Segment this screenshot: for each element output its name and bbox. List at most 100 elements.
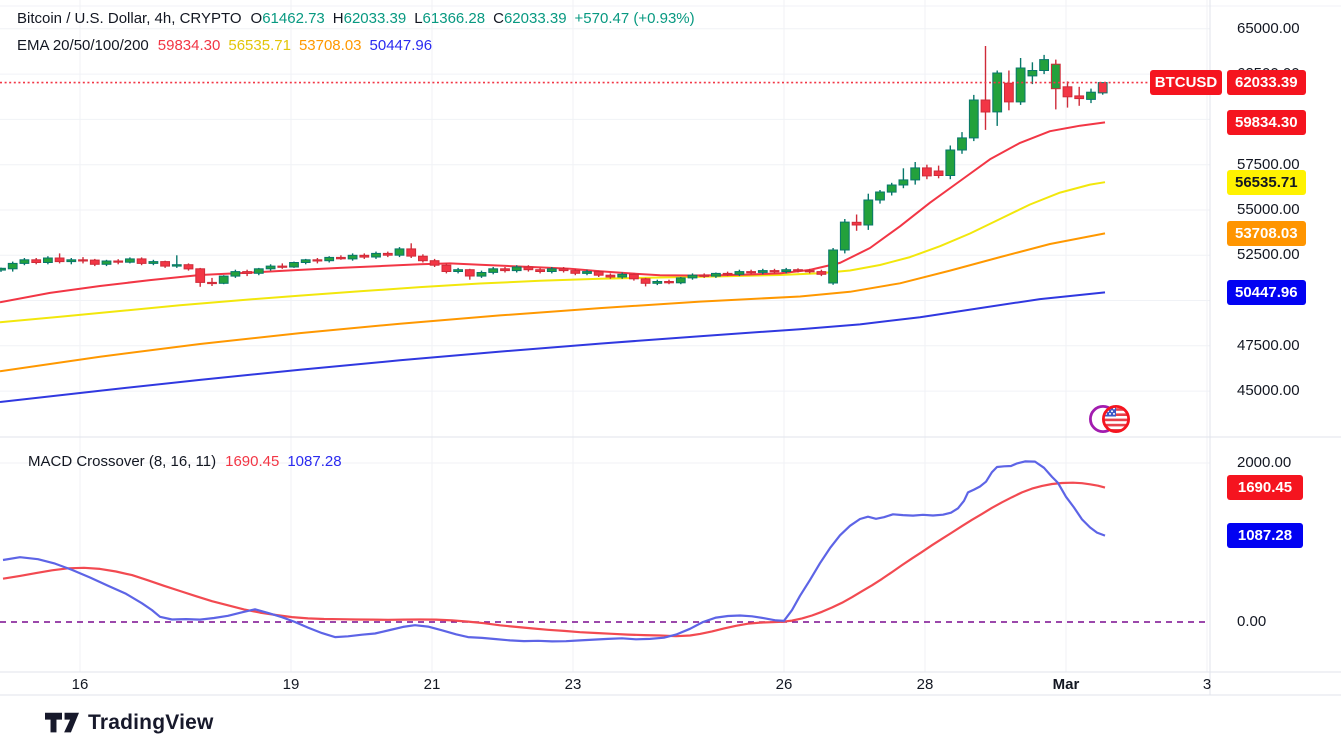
candle[interactable] bbox=[1086, 91, 1096, 100]
candle[interactable] bbox=[640, 278, 651, 284]
candle[interactable] bbox=[277, 265, 288, 268]
candle[interactable] bbox=[78, 259, 88, 262]
candle[interactable] bbox=[230, 271, 241, 277]
candle[interactable] bbox=[593, 271, 604, 276]
candle[interactable] bbox=[757, 270, 768, 273]
candle[interactable] bbox=[664, 281, 674, 284]
candle[interactable] bbox=[699, 274, 710, 277]
candle[interactable] bbox=[851, 221, 862, 226]
macd-line[interactable] bbox=[2, 460, 1106, 643]
candle[interactable] bbox=[7, 262, 18, 270]
ema-legend[interactable]: EMA 20/50/100/200 59834.30 56535.71 53708.0… bbox=[17, 37, 440, 54]
candle[interactable] bbox=[910, 167, 921, 181]
candle[interactable] bbox=[957, 137, 967, 151]
candle[interactable] bbox=[722, 272, 733, 276]
candle[interactable] bbox=[113, 260, 124, 263]
candle[interactable] bbox=[886, 184, 897, 193]
candle[interactable] bbox=[242, 271, 252, 274]
candle[interactable] bbox=[1027, 70, 1038, 77]
candle[interactable] bbox=[1015, 67, 1026, 103]
candle[interactable] bbox=[54, 257, 65, 263]
candle[interactable] bbox=[675, 277, 686, 284]
candle[interactable] bbox=[43, 257, 53, 263]
macd-legend[interactable]: MACD Crossover (8, 16, 11) 1690.45 1087.28 bbox=[28, 453, 350, 470]
candle[interactable] bbox=[839, 221, 850, 251]
candle[interactable] bbox=[687, 274, 698, 279]
candle[interactable] bbox=[359, 254, 370, 258]
candle[interactable] bbox=[300, 259, 311, 263]
candle[interactable] bbox=[19, 259, 30, 264]
candle[interactable] bbox=[31, 259, 42, 263]
candle[interactable] bbox=[804, 270, 815, 273]
tradingview-logo[interactable]: TradingView bbox=[45, 711, 214, 735]
candle[interactable] bbox=[980, 99, 991, 113]
candle[interactable] bbox=[816, 271, 827, 275]
candle[interactable] bbox=[66, 259, 77, 263]
candle[interactable] bbox=[195, 268, 206, 283]
candle[interactable] bbox=[336, 256, 346, 260]
candle[interactable] bbox=[371, 252, 381, 258]
candle[interactable] bbox=[605, 274, 616, 278]
candle[interactable] bbox=[125, 258, 135, 263]
candle[interactable] bbox=[992, 72, 1003, 113]
candle[interactable] bbox=[863, 199, 874, 226]
candle[interactable] bbox=[347, 254, 358, 260]
candle[interactable] bbox=[511, 266, 522, 272]
candle[interactable] bbox=[324, 256, 335, 262]
ema-line-ema100[interactable] bbox=[0, 232, 1106, 373]
candle[interactable] bbox=[734, 271, 745, 275]
candle[interactable] bbox=[793, 269, 803, 272]
candle[interactable] bbox=[0, 267, 6, 271]
candle[interactable] bbox=[945, 149, 956, 176]
candle[interactable] bbox=[171, 264, 182, 267]
candle[interactable] bbox=[500, 268, 510, 272]
candle[interactable] bbox=[418, 255, 428, 262]
candle[interactable] bbox=[136, 258, 147, 264]
candle[interactable] bbox=[183, 264, 194, 270]
candle[interactable] bbox=[546, 268, 557, 272]
candle[interactable] bbox=[406, 248, 417, 257]
candle[interactable] bbox=[875, 191, 885, 201]
candle[interactable] bbox=[265, 265, 276, 270]
candle[interactable] bbox=[711, 272, 721, 277]
candle[interactable] bbox=[968, 99, 979, 139]
ema-line-ema20[interactable] bbox=[0, 121, 1106, 304]
macd-signal-line[interactable] bbox=[2, 481, 1106, 638]
candle[interactable] bbox=[629, 273, 639, 280]
candle[interactable] bbox=[523, 266, 534, 271]
symbol-legend[interactable]: Bitcoin / U.S. Dollar, 4h, CRYPTO O61462.… bbox=[17, 10, 695, 27]
candle[interactable] bbox=[652, 281, 663, 284]
candle[interactable] bbox=[570, 270, 581, 274]
candle[interactable] bbox=[535, 269, 546, 273]
candle[interactable] bbox=[828, 249, 839, 284]
candle[interactable] bbox=[207, 281, 217, 285]
candle[interactable] bbox=[898, 179, 909, 186]
candle[interactable] bbox=[89, 259, 100, 265]
candle[interactable] bbox=[488, 268, 499, 273]
candle[interactable] bbox=[394, 248, 405, 256]
candle[interactable] bbox=[312, 259, 323, 262]
candle[interactable] bbox=[1004, 82, 1014, 103]
candle[interactable] bbox=[453, 269, 464, 273]
candle[interactable] bbox=[617, 273, 628, 278]
candle[interactable] bbox=[769, 270, 780, 273]
candle[interactable] bbox=[1097, 82, 1108, 94]
ema-line-ema200[interactable] bbox=[0, 291, 1106, 403]
candle[interactable] bbox=[933, 170, 944, 176]
candle[interactable] bbox=[582, 271, 592, 274]
time-scale[interactable] bbox=[0, 672, 1341, 695]
ema-line-ema50[interactable] bbox=[0, 181, 1106, 324]
candle[interactable] bbox=[746, 271, 757, 274]
candle[interactable] bbox=[464, 269, 475, 277]
candle[interactable] bbox=[382, 252, 393, 256]
candle[interactable] bbox=[289, 262, 299, 268]
candle[interactable] bbox=[1050, 63, 1061, 90]
candle[interactable] bbox=[1074, 95, 1085, 100]
candle[interactable] bbox=[253, 268, 264, 274]
candle[interactable] bbox=[148, 261, 159, 264]
candle[interactable] bbox=[101, 260, 112, 265]
candle[interactable] bbox=[1062, 86, 1073, 98]
candle[interactable] bbox=[476, 272, 487, 277]
candle[interactable] bbox=[429, 260, 440, 266]
